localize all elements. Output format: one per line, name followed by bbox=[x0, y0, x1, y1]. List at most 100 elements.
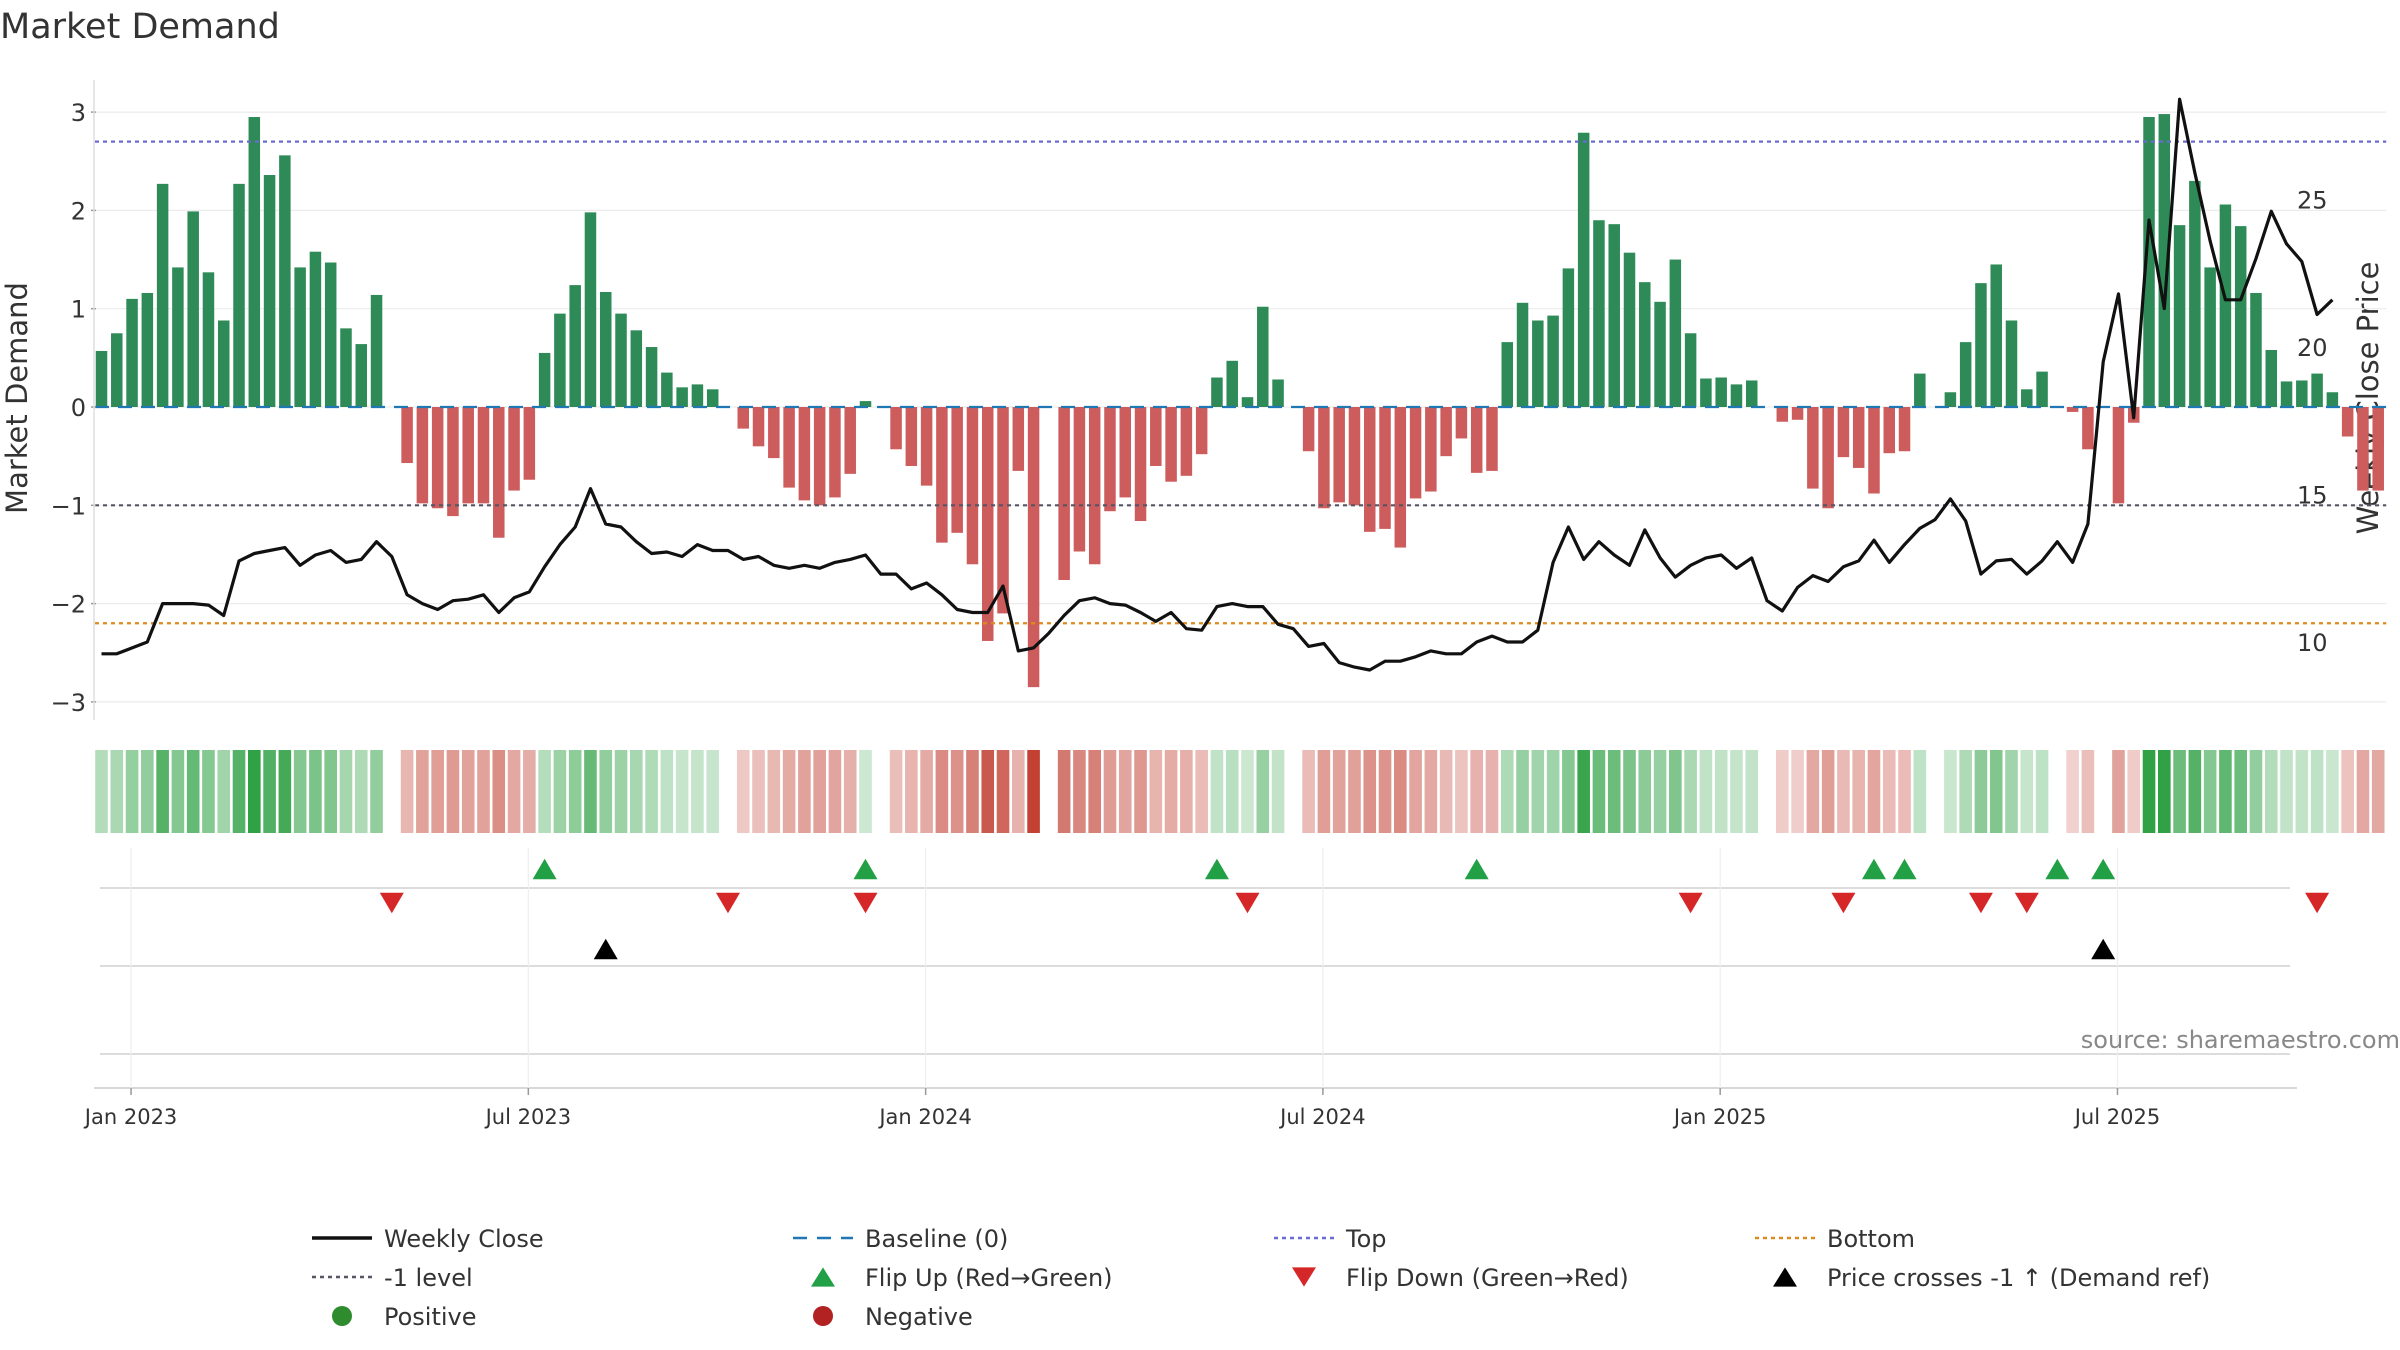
strip-cell bbox=[1394, 750, 1407, 833]
bar-negative bbox=[523, 407, 536, 480]
strip-cell bbox=[1944, 750, 1957, 833]
strip-cell bbox=[568, 750, 582, 833]
strip-cell bbox=[324, 750, 337, 833]
strip-cell bbox=[1684, 750, 1697, 833]
bar-positive bbox=[2021, 389, 2033, 407]
flip-down-marker bbox=[379, 892, 404, 914]
legend-label: Price crosses -1 ↑ (Demand ref) bbox=[1827, 1264, 2210, 1292]
bar-positive bbox=[1623, 252, 1636, 407]
bar-positive bbox=[859, 401, 872, 407]
strip-cell bbox=[1195, 750, 1208, 833]
strip-cell bbox=[1882, 750, 1896, 833]
bar-negative bbox=[1180, 407, 1193, 476]
bar-positive bbox=[1715, 377, 1727, 407]
bar-negative bbox=[1791, 407, 1804, 420]
strip-cell bbox=[2020, 750, 2034, 833]
bar-positive bbox=[2005, 320, 2018, 407]
strip-cell bbox=[950, 750, 964, 833]
bar-positive bbox=[661, 372, 673, 407]
bar-positive bbox=[1684, 333, 1697, 407]
strip-cell bbox=[263, 750, 276, 833]
strip-cell bbox=[125, 750, 139, 833]
bar-positive bbox=[1914, 373, 1926, 407]
bar-negative bbox=[2112, 407, 2125, 504]
bar-positive bbox=[1990, 264, 2002, 407]
strip-cell bbox=[966, 750, 979, 833]
bar-negative bbox=[1394, 407, 1407, 548]
strip-cell bbox=[1913, 750, 1927, 833]
x-tick-label: Jul 2024 bbox=[1278, 1105, 1365, 1129]
bar-negative bbox=[1302, 407, 1315, 452]
legend-item: Weekly Close bbox=[312, 1225, 544, 1253]
legend-label: Weekly Close bbox=[384, 1225, 544, 1253]
strip-cell bbox=[1348, 750, 1361, 833]
strip-cell bbox=[171, 750, 185, 833]
legend-triangle-down-swatch bbox=[1292, 1267, 1316, 1287]
strip-cell bbox=[1485, 750, 1499, 833]
strip-cell bbox=[798, 750, 811, 833]
flip-up-marker bbox=[1464, 858, 1489, 880]
legend-label: -1 level bbox=[384, 1264, 473, 1292]
strip-cell bbox=[248, 750, 261, 833]
bar-positive bbox=[95, 350, 108, 407]
price-series bbox=[101, 97, 2334, 672]
strip-cell bbox=[1225, 750, 1239, 833]
x-axis: Jan 2023 Jul 2023 Jan 2024 Jul 2024 Jan 2025… bbox=[83, 848, 2297, 1129]
bar-positive bbox=[630, 330, 643, 407]
left-tick-label: 1 bbox=[71, 296, 86, 324]
bar-negative bbox=[2066, 407, 2079, 412]
strip-cell bbox=[1531, 750, 1545, 833]
strip-cell bbox=[2341, 750, 2354, 833]
bar-negative bbox=[447, 407, 459, 517]
bar-positive bbox=[2219, 204, 2232, 407]
bar-positive bbox=[1654, 301, 1666, 407]
left-axis-label: Market Demand bbox=[0, 282, 34, 514]
event-markers bbox=[100, 858, 2330, 1055]
flip-up-marker bbox=[2091, 858, 2116, 880]
bar-negative bbox=[462, 407, 474, 504]
strip-cell bbox=[905, 750, 918, 833]
bar-positive bbox=[309, 251, 322, 407]
bar-positive bbox=[1700, 378, 1712, 407]
strip-cell bbox=[1180, 750, 1193, 833]
bar-positive bbox=[294, 267, 306, 407]
strip-cell bbox=[1012, 750, 1025, 833]
strip-cell bbox=[278, 750, 292, 833]
strip-cell bbox=[706, 750, 719, 833]
bar-positive bbox=[370, 294, 383, 407]
strip-cell bbox=[293, 750, 307, 833]
strip-cell bbox=[630, 750, 643, 833]
strip-cell bbox=[1852, 750, 1865, 833]
bar-negative bbox=[1868, 407, 1880, 494]
bar-negative bbox=[1807, 407, 1819, 489]
strip-cell bbox=[400, 750, 414, 833]
strip-cell bbox=[95, 750, 108, 833]
strip-cell bbox=[2249, 750, 2263, 833]
strip-cell bbox=[1776, 750, 1789, 833]
strip-cell bbox=[889, 750, 903, 833]
source-note: source: sharemaestro.com bbox=[2081, 1026, 2400, 1054]
legend-label: Negative bbox=[865, 1303, 973, 1331]
bar-negative bbox=[416, 407, 429, 504]
flip-down-marker bbox=[715, 892, 740, 914]
legend-item: Negative bbox=[813, 1303, 973, 1331]
bar-negative bbox=[1837, 407, 1850, 458]
bar-negative bbox=[1455, 407, 1468, 439]
strip-cell bbox=[2280, 750, 2293, 833]
strip-cell bbox=[2356, 750, 2370, 833]
strip-cell bbox=[1821, 750, 1835, 833]
flip-down-marker bbox=[2014, 892, 2039, 914]
bar-negative bbox=[1852, 407, 1865, 468]
right-axis-ticks: 25 20 15 10 bbox=[2297, 187, 2328, 658]
bar-positive bbox=[2204, 267, 2216, 407]
flip-down-marker bbox=[1831, 892, 1856, 914]
right-axis-label: Weekly Close Price bbox=[2351, 262, 2385, 535]
strip-cell bbox=[1669, 750, 1682, 833]
strip-cell bbox=[2081, 750, 2095, 833]
bar-positive bbox=[2189, 180, 2201, 407]
legend-triangle-up-swatch bbox=[1773, 1267, 1797, 1287]
legend-circle-swatch bbox=[813, 1306, 833, 1326]
strip-cell bbox=[339, 750, 353, 833]
strip-cell bbox=[2326, 750, 2339, 833]
